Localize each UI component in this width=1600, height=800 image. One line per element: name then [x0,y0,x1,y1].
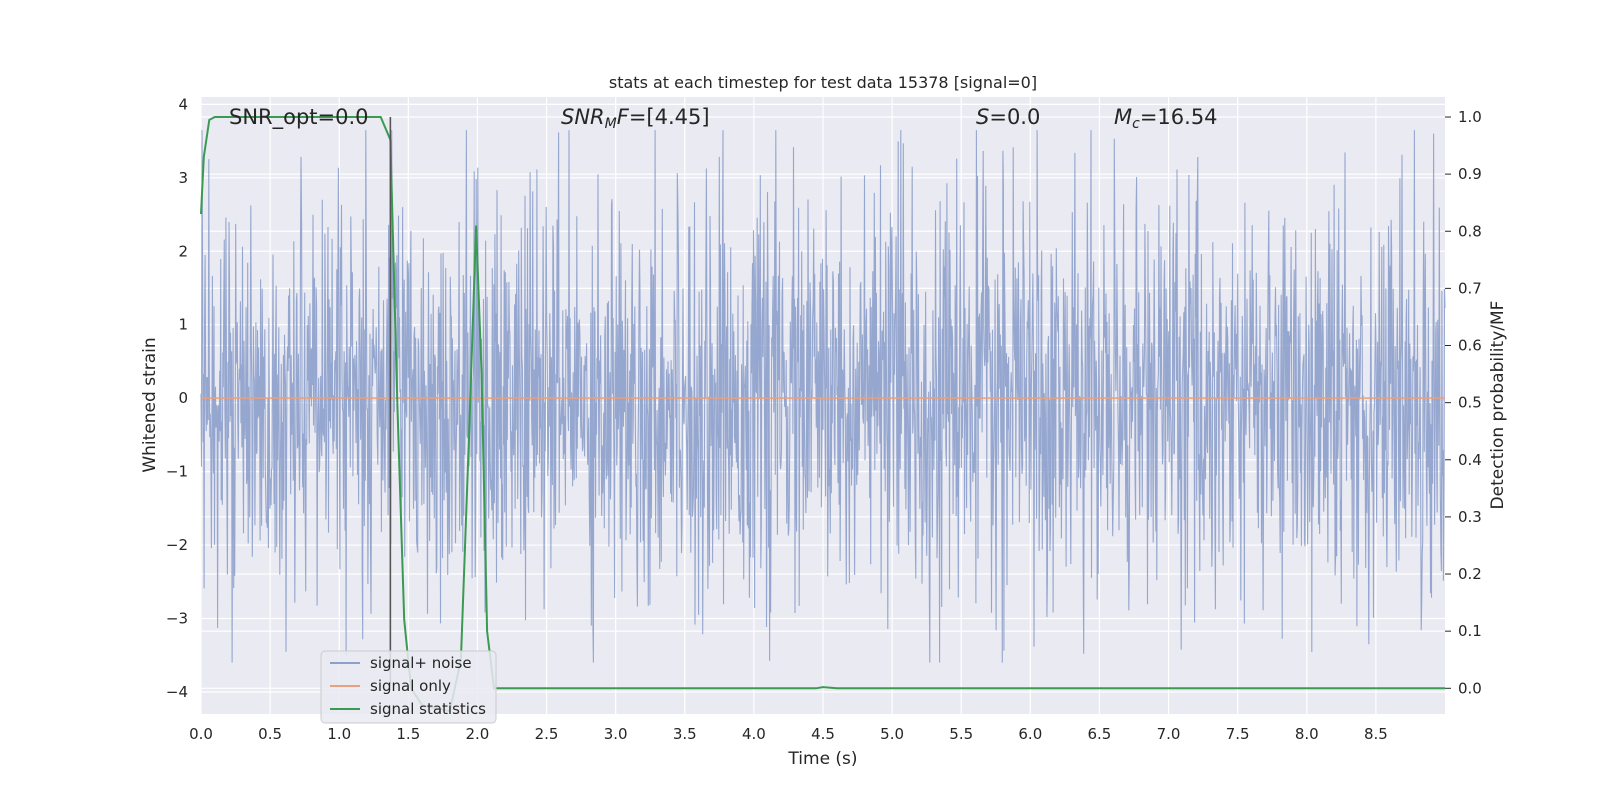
series-line-signal-noise [200,130,1446,663]
y-right-tick-label: 0.4 [1458,451,1482,469]
x-tick-label: 3.5 [673,725,697,743]
y-left-tick-label: −2 [166,536,188,554]
y-left-tick-label: 4 [178,95,188,113]
x-tick-label: 4.5 [811,725,835,743]
x-tick-label: 5.0 [880,725,904,743]
mc-subscript: c [1132,116,1140,132]
y-right-tick-label: 0.8 [1458,222,1482,240]
annotation-snr-opt: SNR_opt=0.0 [229,105,369,130]
chart-title: stats at each timestep for test data 153… [609,73,1037,92]
y-left-tick-labels: 4 3 2 1 0 −1 −2 −3 −4 [166,95,188,701]
snr-mf-tail: F [617,105,630,129]
s-symbol: S [976,105,989,129]
mc-value: =16.54 [1140,105,1218,129]
y-axis-label-right: Detection probability/MF [1488,301,1508,510]
y-right-tick-label: 0.2 [1458,565,1482,583]
y-axis-label-left: Whitened strain [140,337,160,472]
mc-symbol: M [1114,105,1132,129]
x-tick-label: 6.0 [1018,725,1042,743]
x-tick-labels: 0.0 0.5 1.0 1.5 2.0 2.5 3.0 3.5 4.0 4.5 5.0 5.5 6.0 6… [189,725,1388,743]
y-right-tick-label: 0.5 [1458,394,1482,412]
x-tick-label: 6.5 [1088,725,1112,743]
y-right-tick-label: 0.0 [1458,679,1482,697]
y-right-tick-label: 0.6 [1458,337,1482,355]
x-tick-label: 8.5 [1364,725,1388,743]
s-value: =0.0 [989,105,1040,129]
x-tick-label: 7.0 [1157,725,1181,743]
x-tick-label: 2.0 [466,725,490,743]
y-left-tick-label: −4 [166,683,188,701]
legend-label-signal-statistics: signal statistics [370,700,486,718]
legend-label-signal-only: signal only [370,677,451,695]
y-left-tick-label: −3 [166,610,188,628]
y-right-tick-label: 1.0 [1458,108,1482,126]
y-left-tick-label: −1 [166,463,188,481]
y-right-tick-label: 0.7 [1458,279,1482,297]
x-tick-label: 0.5 [258,725,282,743]
legend-box [320,650,497,724]
series-signal-noise [200,130,1446,663]
y-right-tick-label: 0.1 [1458,622,1482,640]
y-left-tick-label: 2 [178,242,188,260]
snr-mf-value: =[4.45] [629,105,710,129]
y-left-tick-label: 3 [178,169,188,187]
y-right-tick-label: 0.3 [1458,508,1482,526]
x-tick-label: 7.5 [1226,725,1250,743]
x-tick-label: 3.0 [604,725,628,743]
x-tick-label: 4.0 [742,725,766,743]
annotation-s: S=0.0 [976,105,1040,129]
x-tick-label: 5.5 [949,725,973,743]
legend-label-signal-noise: signal+ noise [370,654,472,672]
series-line-signal-statistics [200,116,1445,713]
legend: signal+ noise signal only signal statist… [320,650,497,724]
x-tick-label: 2.5 [535,725,559,743]
y-left-tick-label: 1 [178,316,188,334]
x-tick-label: 0.0 [189,725,213,743]
x-tick-label: 8.0 [1295,725,1319,743]
y-right-tick-label: 0.9 [1458,165,1482,183]
y-left-tick-label: 0 [178,389,188,407]
x-tick-label: 1.0 [327,725,351,743]
series-signal-statistics [200,116,1445,713]
snr-mf-symbol: SNR [561,105,605,129]
annotation-mc: Mc=16.54 [1114,105,1218,132]
y-right-tick-labels: 1.0 0.9 0.8 0.7 0.6 0.5 0.4 0.3 0.2 0.1 0.0 [1445,108,1482,697]
x-tick-label: 1.5 [396,725,420,743]
annotation-snr-mf: SNRMF=[4.45] [561,105,710,132]
x-axis-label: Time (s) [787,749,857,769]
snr-mf-subscript: M [605,116,617,132]
